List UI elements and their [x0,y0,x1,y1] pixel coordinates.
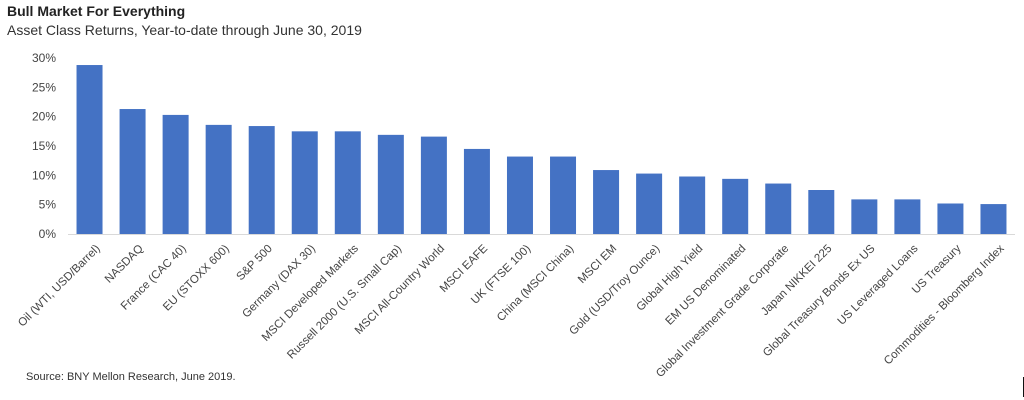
bar [765,183,792,234]
bar [550,156,577,234]
bar [377,134,404,234]
bar [636,173,663,234]
bar [808,190,835,234]
bar [334,131,361,234]
bar [722,178,749,234]
bar [593,170,620,234]
bar [248,126,275,234]
bar [980,204,1007,234]
x-tick-label: S&P 500 [234,243,274,283]
bar [937,203,964,234]
bar [506,156,533,234]
bar [76,65,103,234]
bar [851,199,878,234]
x-tick-label: US Leveraged Loans [836,243,921,328]
y-tick-label: 0% [39,227,57,241]
y-tick-label: 10% [32,168,56,182]
bar [162,114,189,234]
bar [679,176,706,234]
bars [76,65,1007,234]
x-tick-label: NASDAQ [103,243,146,286]
chart-title: Bull Market For Everything [7,3,186,19]
x-tick-label: Oil (WTI, USD/Barrel) [16,243,103,330]
y-tick-label: 20% [32,110,56,124]
x-tick-label: China (MSCI China) [495,243,576,324]
bar [420,136,447,234]
y-tick-label: 25% [32,80,56,94]
chart-subtitle: Asset Class Returns, Year-to-date throug… [7,22,362,38]
bar [463,148,490,234]
bar [291,131,318,234]
x-tick-label: EM US Denominated [664,243,749,328]
x-tick-label: MSCI All-Country World [353,243,447,337]
x-tick-label: Germany (DAX 30) [240,243,318,321]
bar [119,109,146,234]
bar [205,124,232,234]
y-tick-label: 5% [39,198,57,212]
x-tick-label: MSCI EM [576,243,619,286]
y-tick-label: 15% [32,139,56,153]
bar [894,199,921,234]
y-tick-label: 30% [32,51,56,65]
y-axis: 0% 5% 10% 15% 20% 25% 30% [32,51,56,241]
source-note: Source: BNY Mellon Research, June 2019. [26,371,236,383]
